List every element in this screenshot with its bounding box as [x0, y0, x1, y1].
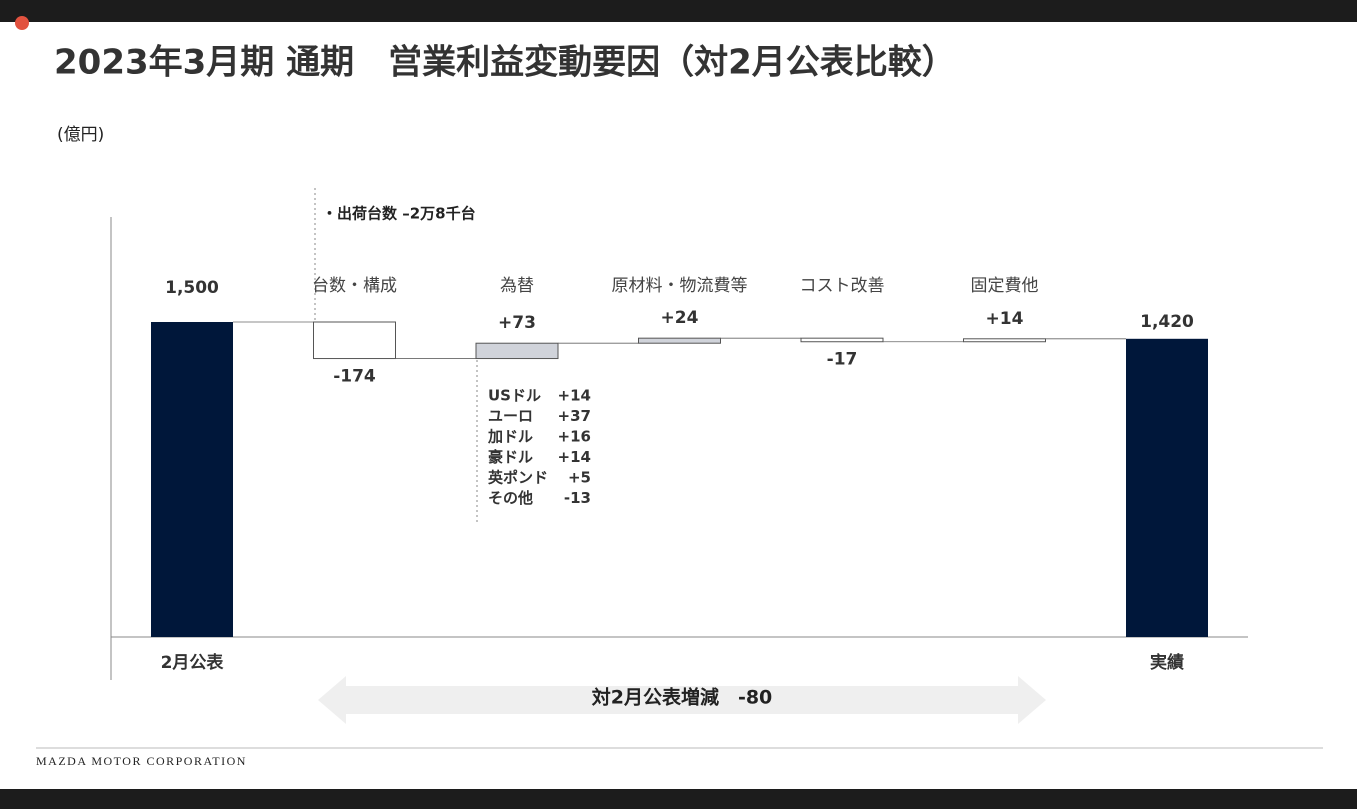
bar [1126, 338, 1208, 637]
fx-name: USドル [488, 387, 541, 405]
fx-name: その他 [488, 489, 533, 507]
record-icon [15, 16, 29, 30]
value-label: 1,420 [1140, 312, 1194, 332]
fx-name: 加ドル [487, 428, 533, 446]
value-label: -174 [333, 367, 376, 387]
bar [963, 338, 1046, 343]
value-label: +73 [498, 313, 536, 333]
fx-name: 豪ドル [488, 448, 533, 466]
fx-value: +14 [558, 448, 591, 466]
value-label: -17 [827, 350, 858, 370]
range-arrow [318, 676, 1046, 724]
bar [313, 321, 396, 360]
fx-value: +14 [558, 387, 591, 405]
top-bar [0, 0, 1357, 22]
footer: MAZDA MOTOR CORPORATION [36, 754, 247, 768]
value-label: 1,500 [165, 278, 219, 298]
fx-value: +5 [568, 469, 591, 487]
category-label: コスト改善 [800, 276, 885, 296]
fx-name: ユーロ [488, 407, 533, 425]
fx-value: +16 [558, 428, 591, 446]
chart-title: 2023年3月期 通期 営業利益変動要因（対2月公表比較） [54, 43, 956, 83]
category-label: 為替 [500, 276, 534, 296]
unit-label: (億円) [57, 125, 104, 145]
value-label: +14 [986, 309, 1024, 329]
category-label: 台数・構成 [312, 276, 397, 296]
category-label: 原材料・物流費等 [612, 276, 748, 296]
category-label: 固定費他 [971, 276, 1039, 296]
value-label: +24 [661, 308, 699, 328]
bar [800, 337, 884, 343]
bar [151, 322, 233, 637]
summary: 対2月公表増減 -80 [591, 686, 773, 709]
annotation: ・出荷台数 –2万8千台 [322, 205, 476, 223]
fx-value: -13 [564, 489, 591, 507]
bar [638, 337, 721, 344]
x-tick-label: 実績 [1150, 652, 1184, 673]
fx-name: 英ポンド [488, 469, 548, 487]
fx-value: +37 [558, 407, 591, 425]
bottom-bar [0, 789, 1357, 809]
bar [475, 342, 559, 360]
x-tick-label: 2月公表 [161, 652, 225, 673]
